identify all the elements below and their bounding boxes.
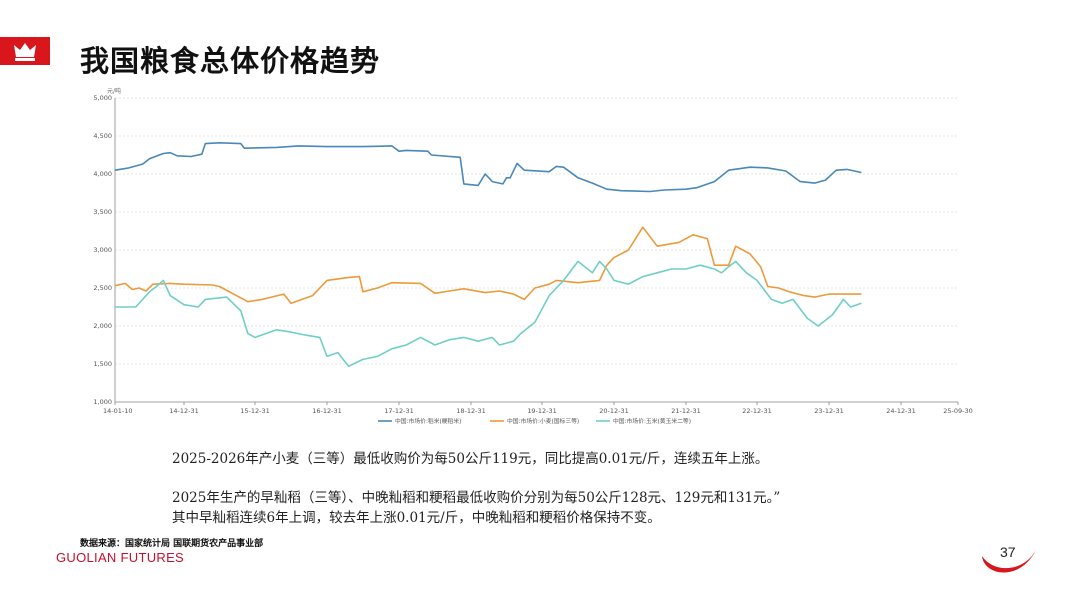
series-line: [114, 142, 862, 193]
price-trend-chart: 5,000 4,500 4,000 3,500 3,000 2,500 2,000 1,500…: [93, 87, 973, 425]
series-lines: [114, 142, 862, 368]
x-tick-label: 16-12-31: [312, 407, 342, 415]
y-axis-unit: 元/吨: [107, 87, 121, 95]
x-tick-label: 22-12-31: [742, 407, 772, 415]
y-tick-label: 4,000: [93, 170, 112, 178]
y-tick-label: 1,000: [93, 398, 112, 406]
x-tick-label: 25-09-30: [943, 407, 973, 415]
x-tick-label: 21-12-31: [671, 407, 701, 415]
chart-legend: 中国:市场价:稻米(粳稻米) 中国:市场价:小麦(国标三等) 中国:市场价:玉米(黄…: [378, 417, 691, 425]
x-tick-label: 20-12-31: [599, 407, 629, 415]
note-rice-price: 2025年生产的早籼稻（三等）、中晚籼稻和粳稻最低收购价分别为每50公斤128元…: [172, 490, 781, 506]
legend-label: 中国:市场价:玉米(黄玉米二等): [613, 417, 691, 425]
legend-label: 中国:市场价:稻米(粳稻米): [395, 417, 461, 425]
note-rice-detail: 其中早籼稻连续6年上调，较去年上涨0.01元/斤，中晚籼稻和粳稻价格保持不变。: [172, 510, 661, 526]
legend-label: 中国:市场价:小麦(国标三等): [507, 417, 579, 425]
x-tick-label: 15-12-31: [240, 407, 270, 415]
y-axis-ticks: 5,000 4,500 4,000 3,500 3,000 2,500 2,000 1,500…: [93, 94, 112, 406]
x-tick-label: 17-12-31: [384, 407, 414, 415]
page-number: 37: [1000, 544, 1016, 560]
swoosh-decoration-icon: [982, 550, 1036, 573]
note-wheat-price: 2025-2026年产小麦（三等）最低收购价为每50公斤119元，同比提高0.0…: [172, 451, 769, 467]
x-axis-ticks: 14-01-10 14-12-31 15-12-31 16-12-31 17-12-31…: [103, 402, 973, 415]
y-tick-label: 3,000: [93, 246, 112, 254]
x-tick-label: 19-12-31: [527, 407, 557, 415]
y-tick-label: 4,500: [93, 132, 112, 140]
x-tick-label: 14-01-10: [103, 407, 133, 415]
series-line: [114, 226, 862, 304]
x-tick-label: 24-12-31: [886, 407, 916, 415]
brand-name: GUOLIAN FUTURES: [56, 550, 185, 565]
x-tick-label: 23-12-31: [814, 407, 844, 415]
x-tick-label: 14-12-31: [169, 407, 199, 415]
page-title: 我国粮食总体价格趋势: [80, 44, 381, 78]
y-tick-label: 3,500: [93, 208, 112, 216]
y-tick-label: 2,000: [93, 322, 112, 330]
y-tick-label: 1,500: [93, 360, 112, 368]
y-tick-label: 2,500: [93, 284, 112, 292]
data-source: 数据来源：国家统计局 国联期货农产品事业部: [80, 539, 264, 549]
x-tick-label: 18-12-31: [456, 407, 486, 415]
y-tick-label: 5,000: [93, 94, 112, 102]
series-line: [115, 260, 862, 368]
crown-logo-icon: [0, 37, 50, 65]
